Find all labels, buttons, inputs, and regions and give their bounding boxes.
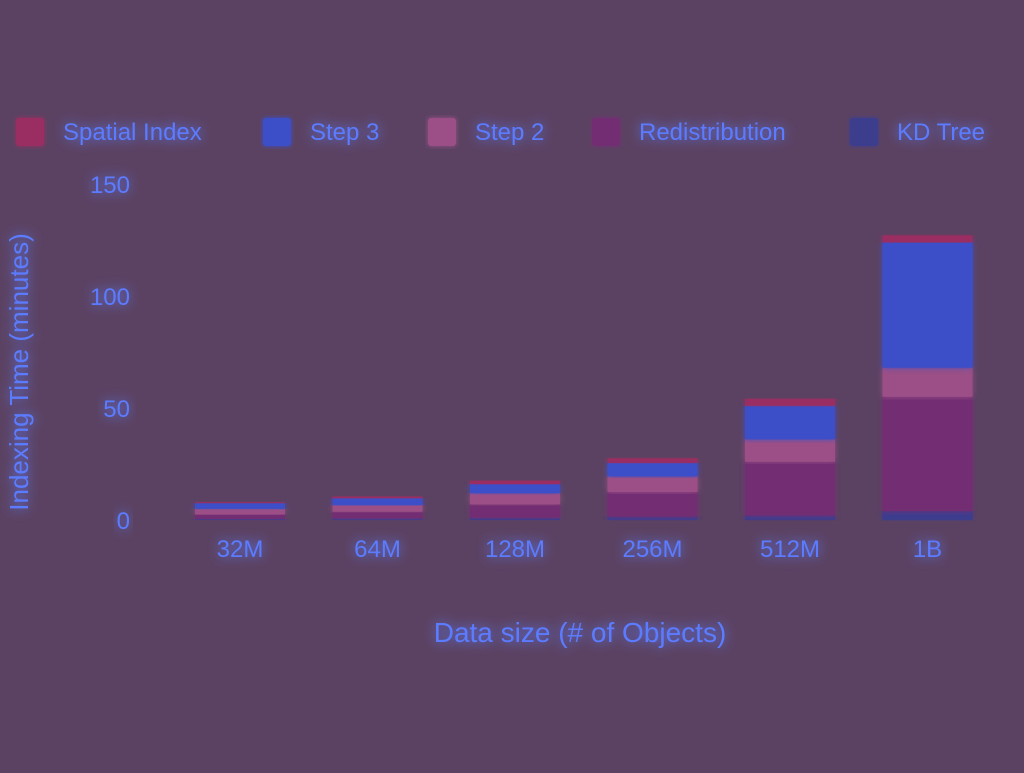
bar-segment-spatial-index-64m: [332, 496, 423, 499]
gridlines: [145, 183, 1020, 522]
legend-label: Step 3: [310, 119, 379, 146]
bar-segment-redistribution-128m: [470, 504, 560, 518]
bar-segment-redistribution-512m: [745, 461, 835, 516]
bar-segment-redistribution-64m: [332, 511, 423, 519]
legend-label: Redistribution: [639, 119, 786, 146]
bar-segment-step-3-64m: [332, 498, 423, 505]
legend-label: KD Tree: [897, 119, 985, 146]
bar-segment-kd-tree-64m: [332, 518, 423, 520]
bar-segment-spatial-index-512m: [745, 399, 835, 406]
y-tick-label: 100: [90, 284, 130, 311]
legend-swatch: [16, 118, 44, 146]
bar-segment-spatial-index-128m: [470, 480, 560, 485]
bar-segment-spatial-index-32m: [195, 502, 285, 504]
y-axis-label: Indexing Time (minutes): [4, 233, 34, 510]
x-axis-label: Data size (# of Objects): [434, 617, 727, 648]
bar-segment-step-2-256m: [607, 476, 698, 492]
bar-segment-step-3-512m: [745, 405, 835, 440]
bar-segment-spatial-index-1b: [882, 235, 973, 243]
legend-swatch: [592, 118, 620, 146]
legend-label: Spatial Index: [63, 119, 202, 146]
bar-segment-step-2-32m: [195, 508, 285, 515]
axes: 0 50 100 150 32M 64M 128M 256M 512M 1B: [90, 172, 942, 563]
bar-segment-kd-tree-32m: [195, 518, 285, 520]
bar-segment-kd-tree-512m: [745, 515, 835, 520]
bars: [195, 235, 973, 520]
x-tick-label: 256M: [622, 536, 682, 563]
x-tick-label: 1B: [913, 536, 942, 563]
y-tick-label: 150: [90, 172, 130, 199]
legend-swatch: [850, 118, 878, 146]
bar-segment-redistribution-256m: [607, 492, 698, 517]
bar-segment-kd-tree-256m: [607, 516, 698, 520]
legend-swatch: [263, 118, 291, 146]
bar-segment-step-3-128m: [470, 484, 560, 494]
bar-segment-step-2-64m: [332, 504, 423, 512]
y-tick-label: 50: [103, 396, 130, 423]
bar-segment-kd-tree-128m: [470, 517, 560, 520]
bar-segment-step-2-128m: [470, 493, 560, 505]
bar-segment-step-2-1b: [882, 367, 973, 397]
legend-label: Step 2: [475, 119, 544, 146]
bar-segment-step-3-32m: [195, 503, 285, 509]
bar-segment-step-2-512m: [745, 439, 835, 462]
bar-segment-redistribution-1b: [882, 396, 973, 512]
x-tick-label: 32M: [217, 536, 264, 563]
bar-segment-spatial-index-256m: [607, 458, 698, 463]
legend-swatch: [428, 118, 456, 146]
bar-segment-step-3-1b: [882, 242, 973, 368]
bar-segment-step-3-256m: [607, 462, 698, 477]
x-tick-label: 128M: [485, 536, 545, 563]
legend: Spatial Index Step 3 Step 2 Redistribution K…: [16, 118, 985, 146]
bar-segment-kd-tree-1b: [882, 511, 973, 520]
y-tick-label: 0: [117, 508, 130, 535]
x-tick-label: 64M: [354, 536, 401, 563]
bar-segment-redistribution-32m: [195, 514, 285, 519]
x-tick-label: 512M: [760, 536, 820, 563]
